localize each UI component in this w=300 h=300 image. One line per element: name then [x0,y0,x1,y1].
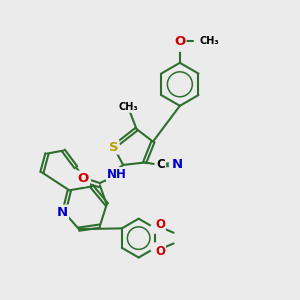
Text: N: N [171,158,182,171]
Circle shape [80,175,90,186]
Circle shape [155,160,165,170]
Circle shape [151,243,160,253]
Text: O: O [155,218,165,231]
Circle shape [58,206,70,218]
Text: O: O [155,245,165,258]
Text: O: O [174,34,185,47]
Text: CH₃: CH₃ [199,36,219,46]
Circle shape [169,160,180,170]
Text: O: O [78,172,89,184]
Circle shape [109,168,122,181]
Circle shape [151,224,160,233]
Text: NH: NH [107,168,127,181]
Text: S: S [109,140,118,154]
Circle shape [175,42,184,51]
Text: CH₃: CH₃ [119,102,138,112]
Text: N: N [57,206,68,219]
Circle shape [108,141,119,153]
Text: C: C [156,158,165,171]
